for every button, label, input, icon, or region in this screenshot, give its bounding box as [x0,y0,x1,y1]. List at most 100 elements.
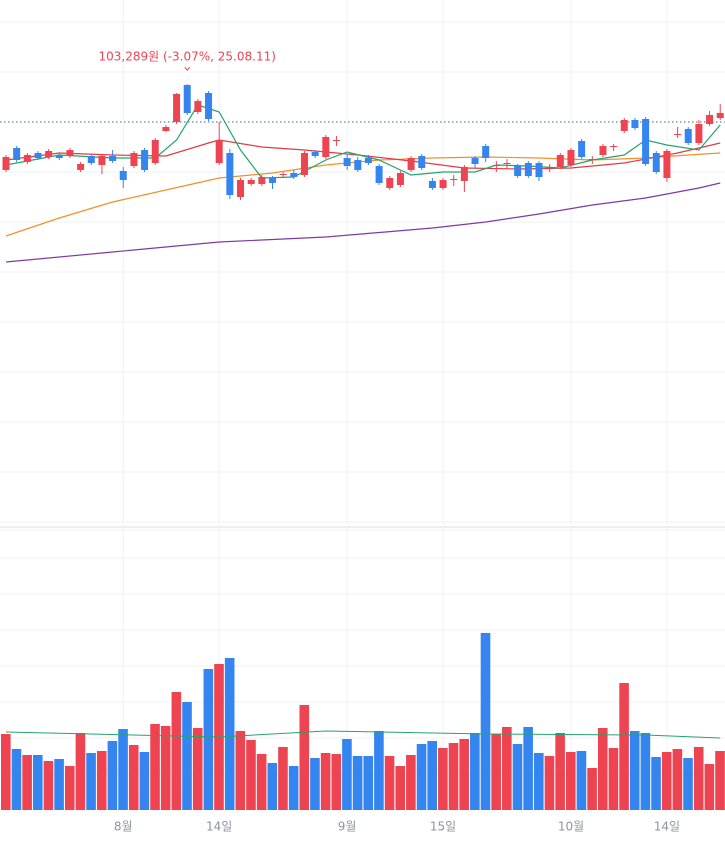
candle-body [674,134,682,135]
volume-bar [203,669,214,810]
moving-average [5,182,721,263]
volume-bar [395,766,406,810]
volume-bar [75,733,86,810]
volume-bar [150,724,160,810]
volume-bar [597,728,608,810]
volume-bar [640,733,651,810]
candle-body [386,178,394,188]
volume-bar [693,747,704,810]
candle-body [87,156,95,163]
candle-body [237,180,245,197]
candle-body [631,120,639,128]
candle-body [642,119,650,164]
candle-body [300,153,308,175]
volume-bar [416,744,427,810]
volume-bar [587,768,597,810]
candle-body [13,148,21,160]
candle-body [354,160,362,170]
volume-bar [235,731,246,810]
candle-body [684,129,692,143]
candle-body [119,171,127,180]
volume-bar [278,747,288,810]
candle-body [514,166,522,176]
candle-body [578,141,586,157]
candle-body [98,156,106,165]
candle-body [663,151,671,178]
volume-bar [683,758,693,810]
candle-body [588,159,596,160]
x-tick-label: 15일 [430,820,456,834]
volume-bar [534,753,544,810]
candle-body [567,150,575,165]
candle-body [343,158,351,166]
candle-body [620,120,628,131]
candle-body [535,163,543,177]
volume-bar [384,756,395,810]
volume-bar [299,705,310,810]
candle-body [364,158,372,163]
candle-body [66,150,74,156]
candle-body [322,137,330,157]
volume-bar [704,764,715,810]
candle-body [556,155,564,167]
volume-bar [459,739,469,810]
candle-body [311,152,319,156]
candle-body [695,124,703,143]
volume-bar [374,731,384,810]
volume-bar [320,753,331,810]
volume-bar [224,658,235,810]
volume-bar [267,763,278,810]
volume-bar [96,751,107,810]
candle-body [450,179,458,180]
x-tick-label: 8월 [114,820,133,834]
candle-body [162,127,170,131]
moving-average [5,730,721,739]
volume-bar [651,757,661,810]
candle-body [332,140,340,141]
candle-body [716,113,724,118]
candle-body [130,153,138,166]
volume-bar [11,749,22,810]
candle-body [173,94,181,122]
volume-bar [352,756,363,810]
annotation-arrow [184,66,191,72]
candle-body [599,146,607,155]
x-tick-label: 14일 [206,820,232,834]
candle-body [652,153,660,172]
candle-body [706,115,714,124]
candle-body [610,146,618,147]
volume-bar [192,728,203,810]
volume-bar [555,733,565,810]
candle-body [471,158,479,164]
volume-bar [502,727,512,810]
candle-body [34,153,42,158]
volume-bar [448,743,459,810]
volume-bar [470,733,480,810]
candle-body [23,155,31,162]
volume-bar [107,741,118,810]
volume-bar [661,752,672,810]
volume-bar [288,766,299,810]
candle-body [492,165,500,166]
volume-bar [64,766,75,810]
volume-bar [86,753,96,810]
candle-body [45,151,53,157]
moving-average [5,104,721,179]
volume-bar [310,758,320,810]
volume-bar [544,756,555,810]
x-tick-label: 14일 [654,820,680,834]
candle-body [460,167,468,181]
candle-body [546,167,554,168]
candle-body [269,178,276,183]
volume-bar [1,734,11,810]
candle-body [407,158,415,170]
volume-bar [160,726,171,810]
candle-body [428,181,436,188]
volume-bar [619,683,629,810]
candle-body [258,177,266,184]
volume-bar [565,752,576,810]
volume-bar [523,727,533,810]
volume-bar [715,751,725,810]
candle-body [77,164,85,170]
